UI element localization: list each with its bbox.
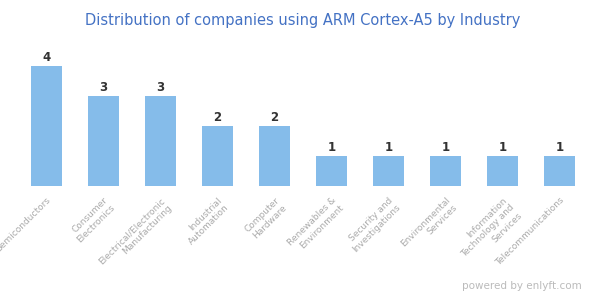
Text: 4: 4 [42, 51, 50, 64]
Text: 2: 2 [271, 111, 278, 124]
Bar [487, 156, 518, 186]
Text: 1: 1 [385, 141, 392, 154]
Text: 1: 1 [556, 141, 564, 154]
Text: 2: 2 [214, 111, 221, 124]
Text: 1: 1 [442, 141, 450, 154]
Bar [316, 156, 347, 186]
Text: 1: 1 [328, 141, 335, 154]
Bar [373, 156, 404, 186]
Bar [145, 96, 176, 186]
Bar [88, 96, 119, 186]
Bar [430, 156, 461, 186]
Bar [31, 66, 62, 186]
Text: 1: 1 [499, 141, 507, 154]
Bar [544, 156, 575, 186]
Bar [202, 126, 233, 186]
Text: 3: 3 [156, 81, 164, 94]
Text: powered by enlyft.com: powered by enlyft.com [462, 281, 582, 291]
Bar [259, 126, 290, 186]
Text: 3: 3 [99, 81, 107, 94]
Title: Distribution of companies using ARM Cortex-A5 by Industry: Distribution of companies using ARM Cort… [85, 13, 521, 28]
